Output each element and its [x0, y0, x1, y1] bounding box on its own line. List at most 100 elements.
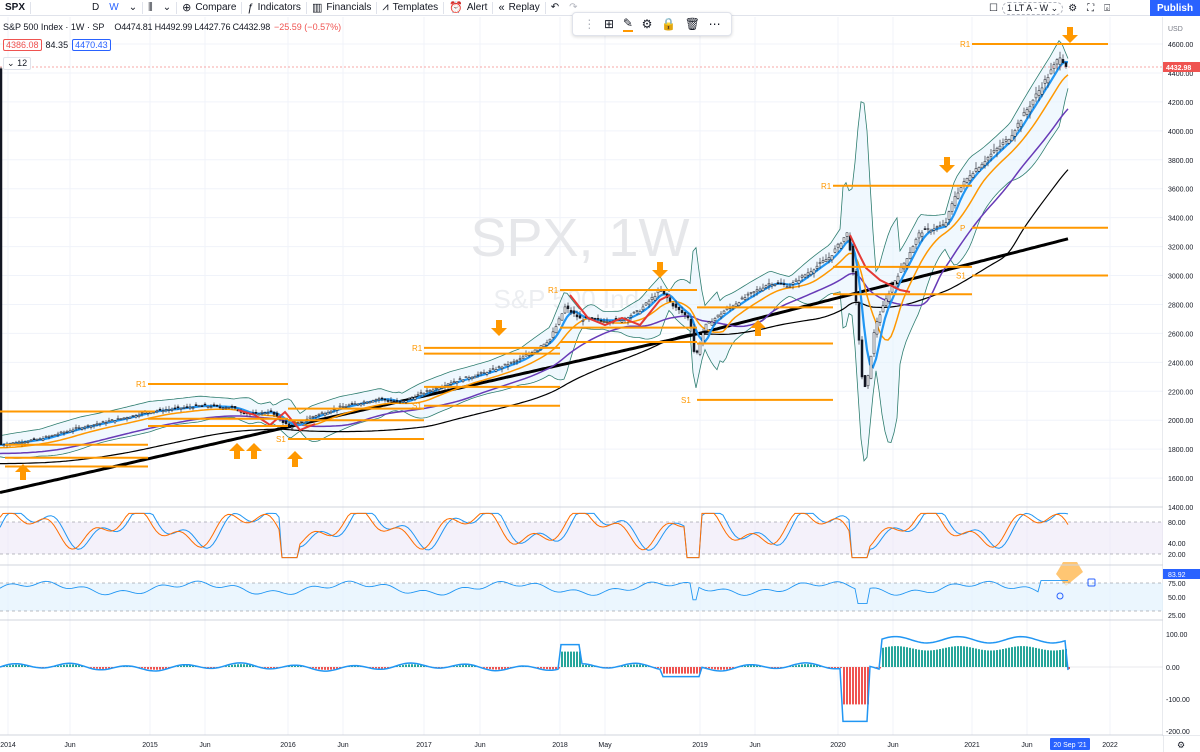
candle-body: [779, 282, 783, 285]
layout-toggle-icon[interactable]: ☐: [989, 2, 998, 14]
candle-body: [455, 381, 459, 384]
histogram-bar: [1020, 646, 1022, 667]
candle-body: [932, 228, 936, 231]
histogram-bar: [714, 667, 716, 670]
candle-body: [170, 408, 174, 411]
candle-body: [419, 392, 423, 394]
candle-body: [866, 375, 870, 387]
drag-handle-icon[interactable]: ⋮: [583, 17, 596, 31]
price-axis[interactable]: USD 4600.00 4400.00 4200.00 4000.00 3800.00 36…: [1163, 17, 1200, 736]
rsi-last-box: [1163, 569, 1200, 579]
lock-icon[interactable]: 🔒: [661, 17, 676, 31]
candle-body: [590, 317, 594, 319]
candle-body: [812, 269, 816, 274]
histogram-bar: [1038, 648, 1040, 667]
undo-button[interactable]: ↶: [550, 2, 560, 13]
histogram-bar: [1041, 649, 1043, 667]
candle-body: [158, 408, 162, 411]
candle-body: [1019, 120, 1023, 127]
redo-button[interactable]: ↷: [569, 2, 578, 13]
replay-button[interactable]: «Replay: [493, 0, 544, 16]
histogram-bar: [537, 667, 539, 668]
candle-body: [797, 280, 801, 284]
candle-body: [602, 321, 606, 323]
interval-d-button[interactable]: D: [92, 2, 100, 13]
candle-body: [791, 282, 795, 285]
histogram-bar: [792, 665, 794, 667]
histogram-bar: [162, 667, 164, 670]
candle-body: [242, 412, 246, 415]
fullscreen-icon[interactable]: ⛶: [1087, 2, 1095, 14]
annotation-arrows[interactable]: [15, 27, 1083, 586]
bar-style-icon[interactable]: ⫼: [148, 2, 153, 13]
symbol-title[interactable]: S&P 500 Index · 1W · SP: [3, 22, 105, 32]
histogram-bar: [828, 667, 830, 668]
pivot-levels[interactable]: R1R1S1R1S1R1S1R1R1PS1: [0, 40, 1108, 468]
candle-body: [680, 310, 684, 313]
candle-body: [23, 441, 27, 444]
candle-body: [581, 320, 585, 322]
candle-body: [521, 356, 525, 359]
ask-price[interactable]: 4470.43: [72, 39, 111, 51]
settings-gear-icon[interactable]: ⚙: [1068, 2, 1078, 14]
down-arrow-icon: [491, 320, 507, 336]
template-grid-icon[interactable]: ⊞: [604, 17, 615, 31]
symbol-search-button[interactable]: SPX: [0, 0, 30, 16]
interval-dropdown-icon[interactable]: ⌄: [128, 2, 138, 13]
candle-body: [425, 390, 429, 392]
candle-body: [929, 229, 933, 233]
candle-body: [524, 354, 528, 357]
alert-button[interactable]: ⏰ Alert: [444, 0, 492, 16]
histogram-bar: [246, 664, 248, 667]
candle-body: [926, 228, 930, 230]
rsi-tick: 75.00: [1168, 581, 1186, 588]
histogram-bar: [678, 667, 680, 674]
histogram-bar: [1023, 646, 1025, 667]
publish-button[interactable]: Publish: [1150, 0, 1200, 16]
candle-body: [83, 426, 87, 429]
histogram-bar: [723, 667, 725, 670]
settings-gear-icon[interactable]: ⚙: [1177, 740, 1185, 750]
trash-icon[interactable]: 🗑: [684, 17, 700, 31]
line-color-icon[interactable]: ✎: [622, 16, 633, 32]
histogram-bar: [996, 650, 998, 667]
candle-body: [1025, 109, 1029, 115]
candle-body: [785, 286, 789, 288]
compare-label: Compare: [195, 2, 237, 13]
settings-gear-icon[interactable]: ⚙: [641, 17, 653, 31]
candle-body: [605, 321, 609, 323]
candle-body: [533, 349, 537, 353]
histogram-bar: [540, 667, 542, 669]
more-options-icon[interactable]: ⋯: [708, 17, 721, 31]
financials-button[interactable]: ▥ Financials: [307, 0, 376, 16]
indicators-button[interactable]: ƒ Indicators: [242, 0, 305, 16]
up-arrow-icon: [287, 451, 303, 467]
histogram-bar: [330, 667, 332, 670]
histogram-bar: [192, 665, 194, 667]
candle-body: [566, 305, 570, 310]
histogram-bar: [990, 650, 992, 667]
time-axis[interactable]: 2014 Jun 2015 Jun 2016 Jun 2017 Jun 2018 May 2019 J…: [0, 736, 1185, 752]
candle-body: [800, 275, 804, 278]
indicators-collapse-button[interactable]: ⌄ 12: [3, 57, 32, 70]
price-tick: 3400.00: [1168, 216, 1193, 223]
histogram-bar: [147, 667, 149, 670]
candle-body: [398, 401, 402, 403]
plus-circle-icon: ⊕: [182, 2, 192, 14]
compare-button[interactable]: ⊕ Compare: [177, 0, 241, 16]
histogram-bar: [981, 649, 983, 667]
templates-button[interactable]: ⩘ Templates: [377, 0, 443, 16]
bid-price[interactable]: 4386.08: [3, 39, 42, 51]
histogram-bar: [567, 651, 569, 667]
candle-body: [401, 400, 405, 403]
candle-body: [1040, 87, 1044, 95]
candle-body: [110, 419, 114, 422]
candle-body: [869, 355, 873, 379]
layout-selector[interactable]: 1 LT A - W ⌄: [1001, 1, 1064, 15]
camera-icon[interactable]: ⌻: [1104, 2, 1111, 14]
symbol-label: SPX: [5, 2, 26, 13]
chart-type-dropdown-icon[interactable]: ⌄: [162, 2, 172, 13]
interval-w-button[interactable]: W: [109, 2, 119, 13]
candle-body: [344, 406, 348, 408]
